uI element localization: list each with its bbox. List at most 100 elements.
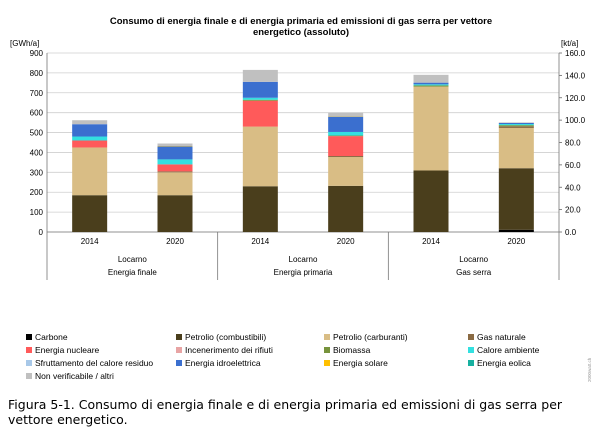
legend-item: Energia nucleare (26, 345, 99, 355)
x-tick-label: 2014 (251, 237, 269, 246)
y-right-tick-label: 0.0 (565, 228, 577, 237)
y-left-tick-label: 200 (30, 188, 44, 197)
y-left-unit: [GWh/a] (10, 39, 39, 48)
bar-segment (72, 195, 108, 232)
bar-segment (498, 126, 534, 128)
bar-segment (498, 124, 534, 126)
bar-segment (72, 140, 108, 148)
y-right-tick-label: 60.0 (565, 161, 581, 170)
legend-label: Biomassa (333, 345, 371, 355)
x-tick-label: 2020 (507, 237, 525, 246)
bar-segment (157, 171, 193, 173)
bar-segment (498, 229, 534, 232)
legend-label: Energia eolica (477, 358, 531, 368)
y-left-tick-label: 0 (39, 228, 44, 237)
bar-segment (72, 147, 108, 196)
legend-swatch (26, 347, 32, 353)
y-right-tick-label: 120.0 (565, 94, 586, 103)
bar-segment (157, 195, 193, 232)
y-right-tick-label: 80.0 (565, 139, 581, 148)
legend-swatch (324, 334, 330, 340)
y-right-tick-label: 140.0 (565, 71, 586, 80)
bar-segment (242, 97, 278, 100)
stacked-bar-chart: Consumo di energia finale e di energia p… (10, 16, 586, 280)
legend-label: Sfruttamento del calore residuo (35, 358, 154, 368)
bar-segment (157, 172, 193, 196)
bar-segment (413, 170, 449, 232)
bar-segment (413, 85, 449, 87)
bar-segment (157, 164, 193, 172)
figure-caption: Figura 5-1. Consumo di energia finale e … (8, 397, 563, 427)
bar-segment (72, 136, 108, 141)
y-left-tick-label: 300 (30, 168, 44, 177)
bar-segment (72, 120, 108, 125)
bar-segment (328, 116, 364, 132)
legend-item: Calore ambiente (468, 345, 539, 355)
group-name-label: Gas serra (456, 268, 492, 277)
bar-segment (328, 135, 364, 137)
y-left-tick-label: 500 (30, 129, 44, 138)
x-tick-label: 2014 (81, 237, 99, 246)
bar-segment (413, 86, 449, 171)
group-name-label: Energia primaria (274, 268, 333, 277)
bar-segment (242, 99, 278, 101)
bar-segment (157, 143, 193, 147)
legend-swatch (468, 334, 474, 340)
legend-item: Energia solare (324, 358, 388, 368)
source-credit: 2000watt.ch (587, 357, 592, 382)
legend-item: Energia eolica (468, 358, 531, 368)
bar-segment (328, 112, 364, 117)
chart-legend: Carbone Petrolio (combustibili) Petrolio (… (26, 332, 586, 388)
bar-segment (413, 74, 449, 83)
y-left-tick-label: 900 (30, 49, 44, 58)
bar-segment (328, 185, 364, 232)
bar-segment (498, 127, 534, 169)
legend-label: Petrolio (carburanti) (333, 332, 408, 342)
legend-item: Petrolio (combustibili) (176, 332, 266, 342)
y-left-tick-label: 700 (30, 89, 44, 98)
y-right-tick-label: 160.0 (565, 49, 586, 58)
y-right-unit: [kt/a] (561, 39, 578, 48)
bar-segment (242, 81, 278, 98)
legend-label: Energia solare (333, 358, 388, 368)
y-left-tick-label: 100 (30, 208, 44, 217)
bar-segment (328, 136, 364, 157)
legend-swatch (176, 347, 182, 353)
legend-item: Sfruttamento del calore residuo (26, 358, 153, 368)
bar-segment (498, 168, 534, 230)
bar-segment (242, 100, 278, 127)
legend-swatch (26, 334, 32, 340)
bar-segment (72, 124, 108, 137)
y-right-tick-label: 100.0 (565, 116, 586, 125)
legend-label: Calore ambiente (477, 345, 540, 355)
legend-item: Energia idroelettrica (176, 358, 261, 368)
legend-item: Biomassa (324, 345, 370, 355)
legend-label: Gas naturale (477, 332, 526, 342)
group-name-label: Energia finale (108, 268, 157, 277)
bar-segment (157, 146, 193, 160)
x-tick-label: 2014 (422, 237, 440, 246)
legend-swatch (176, 334, 182, 340)
legend-label: Petrolio (combustibili) (185, 332, 267, 342)
bar-segment (413, 82, 449, 85)
bar-segment (328, 156, 364, 158)
group-place-label: Locarno (459, 255, 488, 264)
legend-item: Petrolio (carburanti) (324, 332, 408, 342)
legend-label: Incenerimento dei rifiuti (185, 345, 273, 355)
legend-label: Non verificabile / altri (35, 371, 114, 381)
y-right-tick-label: 40.0 (565, 183, 581, 192)
legend-label: Energia idroelettrica (185, 358, 261, 368)
legend-swatch (468, 360, 474, 366)
legend-swatch (324, 360, 330, 366)
chart-title-line: Consumo di energia finale e di energia p… (110, 16, 492, 27)
legend-item: Carbone (26, 332, 68, 342)
bar-segment (498, 122, 534, 125)
bar-segment (498, 125, 534, 127)
bar-segment (498, 122, 534, 123)
bar-segment (157, 159, 193, 165)
legend-swatch (26, 373, 32, 379)
legend-item: Incenerimento dei rifiuti (176, 345, 273, 355)
legend-swatch (324, 347, 330, 353)
y-left-tick-label: 800 (30, 69, 44, 78)
x-tick-label: 2020 (337, 237, 355, 246)
